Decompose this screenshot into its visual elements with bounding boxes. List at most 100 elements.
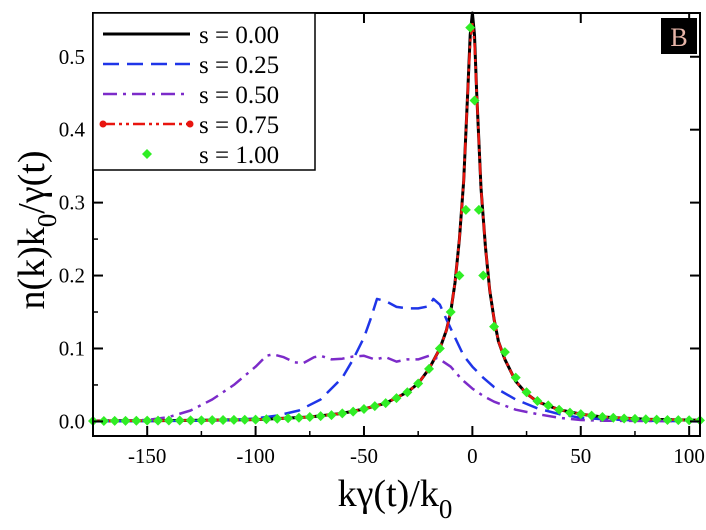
legend-entry-4: s = 1.00 <box>142 142 279 169</box>
legend-entry-0: s = 0.00 <box>103 22 279 49</box>
series-4-marker <box>684 415 695 426</box>
series-4-marker <box>454 270 465 281</box>
series-4-marker <box>402 387 413 398</box>
series-4-marker <box>185 415 196 426</box>
series-4-marker <box>651 414 662 425</box>
y-tick-label: 0.4 <box>59 118 86 142</box>
series-4-marker <box>434 343 445 354</box>
series-4-marker <box>499 347 510 358</box>
x-tick-label: -150 <box>128 444 167 468</box>
legend-entry-1: s = 0.25 <box>103 52 279 79</box>
plot-frame <box>92 12 701 437</box>
series-4-marker <box>478 270 489 281</box>
y-tick-label: 0.1 <box>59 336 85 360</box>
series-4-marker <box>532 395 543 406</box>
legend-dot <box>99 120 107 128</box>
y-tick-label: 0.5 <box>59 45 85 69</box>
series-4-marker <box>348 406 359 417</box>
y-tick-label: 0.2 <box>59 264 85 288</box>
series-4-marker <box>391 393 402 404</box>
tick-layer: -150 -100 -50 0 50 100 0.0 0.1 0.2 0.3 0.4 0.5 <box>59 13 705 468</box>
series-4-marker <box>142 415 153 426</box>
series-4-marker <box>261 414 272 425</box>
y-axis-title-tail: /γ(t) <box>11 150 53 213</box>
x-tick-label: 0 <box>467 444 478 468</box>
series-4-marker <box>413 378 424 389</box>
y-tick-label: 0.0 <box>59 409 85 433</box>
series-1-line <box>92 297 701 423</box>
series-layer <box>88 11 705 427</box>
series-4-marker <box>98 415 109 426</box>
x-tick-label: 50 <box>570 444 591 468</box>
legend-label: s = 0.75 <box>199 112 279 139</box>
legend-dot <box>186 120 194 128</box>
series-4-marker <box>489 321 500 332</box>
y-axis-title-sub: 0 <box>32 214 62 228</box>
panel-badge-box <box>661 18 697 54</box>
series-4-marker <box>239 414 250 425</box>
series-4-marker <box>369 401 380 412</box>
series-4-marker <box>109 415 120 426</box>
series-4-marker <box>469 95 480 106</box>
series-4-marker <box>131 415 142 426</box>
series-4-marker <box>304 412 315 423</box>
series-4-marker <box>380 398 391 409</box>
series-4-marker <box>283 413 294 424</box>
series-4-marker <box>608 412 619 423</box>
series-4-marker <box>629 413 640 424</box>
series-4-marker <box>510 372 521 383</box>
series-4-marker <box>337 408 348 419</box>
legend-label: s = 0.50 <box>199 82 279 109</box>
series-4-marker <box>597 412 608 423</box>
series-4-marker <box>250 414 261 425</box>
series-4-marker <box>662 414 673 425</box>
series-4-marker <box>543 400 554 411</box>
series-4 <box>88 22 705 427</box>
series-4-marker <box>460 204 471 215</box>
legend-label: s = 1.00 <box>199 142 279 169</box>
legend-box <box>92 12 316 171</box>
series-4-marker <box>575 409 586 420</box>
series-4-marker <box>326 410 337 421</box>
series-4-marker <box>564 407 575 418</box>
series-4-marker <box>521 387 532 398</box>
series-4-marker <box>465 22 476 33</box>
x-tick-label: -100 <box>236 444 275 468</box>
series-4-marker <box>619 413 630 424</box>
series-4-marker <box>174 415 185 426</box>
series-4-marker <box>228 414 239 425</box>
series-4-marker <box>293 412 304 423</box>
legend: s = 0.00 s = 0.25 s = 0.50 s = 0.75 s = 1.00 <box>92 12 316 171</box>
panel-badge: B <box>661 18 697 54</box>
series-1 <box>92 297 701 423</box>
legend-entry-2: s = 0.50 <box>103 82 279 109</box>
series-4-marker <box>207 415 218 426</box>
y-axis-title: n(k)k0/γ(t) <box>11 150 62 309</box>
series-4-marker <box>196 415 207 426</box>
series-4-marker <box>554 404 565 415</box>
series-4-marker <box>424 363 435 374</box>
legend-label: s = 0.25 <box>199 52 279 79</box>
series-4-marker <box>120 415 131 426</box>
series-2-line <box>92 353 701 423</box>
x-tick-label: -50 <box>350 444 378 468</box>
legend-label: s = 0.00 <box>199 22 279 49</box>
series-4-marker <box>445 307 456 318</box>
series-4-marker <box>358 404 369 415</box>
x-tick-label: 100 <box>673 444 705 468</box>
y-tick-label: 0.3 <box>59 191 85 215</box>
legend-entry-3: s = 0.75 <box>99 112 279 139</box>
series-4-marker <box>673 415 684 426</box>
legend-marker <box>142 149 152 159</box>
series-4-marker <box>315 411 326 422</box>
series-2 <box>92 353 701 423</box>
series-4-marker <box>163 415 174 426</box>
series-4-marker <box>473 204 484 215</box>
x-axis-title: kγ(t)/k0 <box>338 473 453 524</box>
series-4-marker <box>218 415 229 426</box>
series-4-marker <box>272 413 283 424</box>
series-4-marker <box>153 415 164 426</box>
x-axis-title-sub: 0 <box>439 494 453 524</box>
series-4-marker <box>586 410 597 421</box>
